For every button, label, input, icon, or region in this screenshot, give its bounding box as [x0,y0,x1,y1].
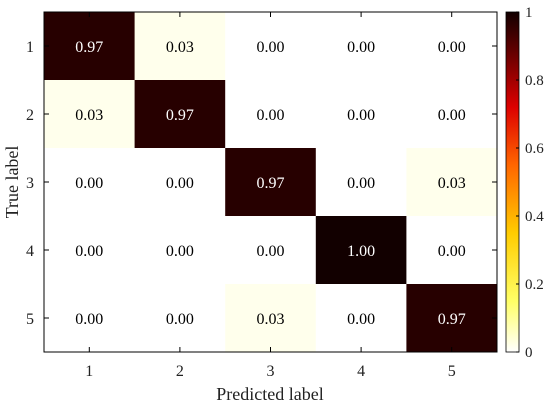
colorbar-tick-label: 1 [525,5,533,21]
heatmap-cell [406,284,498,353]
cell-value-label: 0.03 [166,39,194,56]
heatmap-cell [225,80,317,149]
cell-value-label: 0.97 [257,175,285,192]
heatmap-cell [44,80,136,149]
heatmap-cell [315,284,407,353]
heatmap-cell [225,148,317,217]
heatmap-cell [44,12,136,81]
cell-value-label: 0.03 [75,107,103,124]
cell-value-label: 0.97 [166,107,194,124]
cell-value-label: 0.97 [438,311,466,328]
heatmap-cell [44,148,136,217]
heatmap-cell [134,80,226,149]
colorbar-tick-label: 0.4 [525,209,544,225]
cell-value-label: 0.00 [166,243,194,260]
y-axis-ticks: 1 2 3 4 5 [26,39,497,328]
cell-value-label: 0.00 [75,243,103,260]
heatmap-cell [406,12,498,81]
cell-value-label: 0.00 [257,39,285,56]
cell-value-label: 0.00 [438,39,466,56]
x-tick-label: 5 [448,363,456,380]
y-tick-label: 3 [26,175,34,192]
heatmap-cell [315,148,407,217]
x-tick-label: 4 [357,363,365,380]
heatmap-cell [315,80,407,149]
cell-value-label: 0.00 [347,311,375,328]
x-axis-label: Predicted label [216,384,323,404]
x-tick-label: 2 [176,363,184,380]
colorbar-ticks: 0 0.2 0.4 0.6 0.8 1 [516,5,544,361]
y-axis-label: True label [2,146,22,219]
y-tick-label: 5 [26,311,34,328]
colorbar-tick-label: 0 [525,345,533,361]
cell-value-label: 0.00 [438,107,466,124]
cell-value-label: 0.03 [257,311,285,328]
heatmap-cell [406,148,498,217]
cell-value-label: 0.00 [347,39,375,56]
colorbar-tick-label: 0.8 [525,73,544,89]
x-axis-ticks: 1 2 3 4 5 [85,12,456,380]
y-tick-label: 4 [26,243,34,260]
heatmap-cell [315,12,407,81]
cell-value-label: 0.00 [347,175,375,192]
heatmap-cell [134,284,226,353]
heatmap-cells: 0.97 0.03 0.00 0.00 0.00 0.03 0.97 0.00 0.00 0.00… [44,12,498,353]
colorbar-tick-label: 0.2 [525,277,544,293]
colorbar [505,11,520,353]
cell-value-label: 0.03 [438,175,466,192]
cell-value-label: 0.00 [75,311,103,328]
cell-value-label: 0.00 [75,175,103,192]
cell-value-label: 0.00 [257,243,285,260]
y-tick-label: 2 [26,107,34,124]
heatmap-cell [44,216,136,285]
colorbar-tick-label: 0.6 [525,141,544,157]
heatmap-cell [225,216,317,285]
x-tick-label: 3 [267,363,275,380]
heatmap-cell [406,80,498,149]
cell-value-label: 0.00 [438,243,466,260]
cell-value-label: 0.00 [347,107,375,124]
cell-value-label: 1.00 [347,243,375,260]
x-tick-label: 1 [85,363,93,380]
heatmap-cell [406,216,498,285]
y-tick-label: 1 [26,39,34,56]
heatmap-cell [134,216,226,285]
heatmap-cell [134,148,226,217]
heatmap-cell [44,284,136,353]
heatmap-cell [225,284,317,353]
cell-value-label: 0.00 [166,175,194,192]
heatmap-cell [225,12,317,81]
cell-value-label: 0.00 [166,311,194,328]
cell-value-label: 0.00 [257,107,285,124]
heatmap-cell [315,216,407,285]
heatmap-cell [134,12,226,81]
cell-value-label: 0.97 [75,39,103,56]
